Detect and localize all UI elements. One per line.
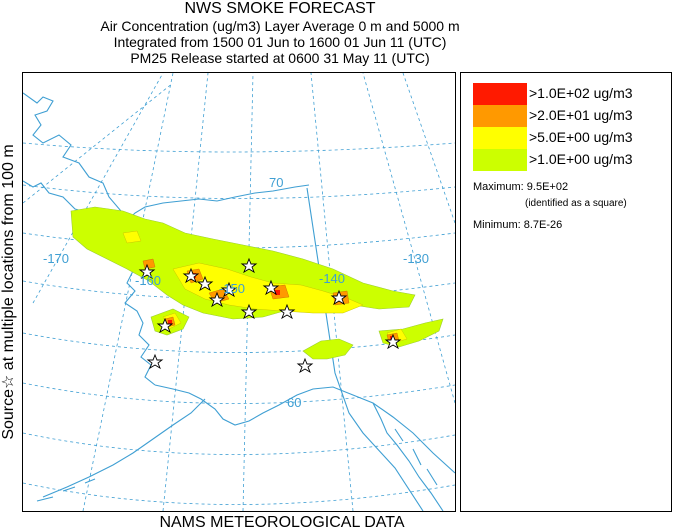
lon-line xyxy=(32,73,164,304)
integration-period: Integrated from 1500 01 Jun to 1600 01 J… xyxy=(113,34,447,50)
source-star-icon xyxy=(296,357,314,374)
lat-label-70: 70 xyxy=(269,175,283,190)
lat-line xyxy=(23,142,455,153)
concentration-subtitle: Air Concentration (ug/m3) Layer Average … xyxy=(100,18,460,34)
lon-label-150: -150 xyxy=(219,281,245,296)
lat-line xyxy=(23,432,455,455)
source-star-icon xyxy=(330,289,348,306)
legend-panel: >1.0E+02 ug/m3 >2.0E+01 ug/m3 >5.0E+00 u… xyxy=(460,72,672,512)
legend-swatch-20 xyxy=(473,105,527,127)
map-panel: 70 -170 -160 -150 -140 -130 60 xyxy=(22,72,456,512)
lat-line xyxy=(23,332,455,353)
lon-label-170: -170 xyxy=(43,251,69,266)
source-markers xyxy=(138,257,402,374)
source-star-icon xyxy=(384,333,402,350)
legend-item-5: >5.0E+00 ug/m3 xyxy=(473,127,663,149)
legend-label-1: >1.0E+00 ug/m3 xyxy=(529,151,633,167)
smoke-plume-kenai xyxy=(302,338,354,360)
legend-swatch-100 xyxy=(473,83,527,105)
source-star-icon xyxy=(220,281,238,298)
source-star-icon xyxy=(196,275,214,292)
source-star-icon xyxy=(278,303,296,320)
lon-line xyxy=(242,73,254,511)
legend-label-100: >1.0E+02 ug/m3 xyxy=(529,85,633,101)
lon-line xyxy=(362,73,455,404)
source-star-icon xyxy=(240,303,258,320)
lon-label-140: -140 xyxy=(319,271,345,286)
legend-item-100: >1.0E+02 ug/m3 xyxy=(473,83,663,105)
lat-line xyxy=(23,184,455,199)
legend-label-20: >2.0E+01 ug/m3 xyxy=(529,107,633,123)
minimum-value: Minimum: 8.7E-26 xyxy=(473,219,563,231)
source-side-label-text: Source☆ at multiple locations from 100 m xyxy=(0,144,17,440)
source-side-label: Source☆ at multiple locations from 100 m xyxy=(0,70,18,515)
smoke-plume-main xyxy=(70,206,416,320)
lat-line xyxy=(23,482,455,505)
source-star-icon xyxy=(156,317,174,334)
source-star-icon xyxy=(138,263,156,280)
coast-arctic xyxy=(122,184,310,226)
lat-label-60: 60 xyxy=(287,395,301,410)
legend-label-5: >5.0E+00 ug/m3 xyxy=(529,129,633,145)
legend-item-1: >1.0E+00 ug/m3 xyxy=(473,149,663,171)
maximum-note: (identified as a square) xyxy=(525,198,627,209)
smoke-red-spot xyxy=(275,290,280,295)
graticule-labels: 70 -170 -160 -150 -140 -130 60 xyxy=(43,175,429,410)
forecast-title: NWS SMOKE FORECAST xyxy=(184,0,376,17)
lat-line xyxy=(23,382,455,404)
lon-line xyxy=(310,73,354,511)
lat-line xyxy=(23,280,455,300)
source-star-icon xyxy=(182,267,200,284)
lon-line xyxy=(162,73,209,511)
legend-swatch-1 xyxy=(473,149,527,171)
lon-label-130: -130 xyxy=(403,251,429,266)
release-start: PM25 Release started at 0600 31 May 11 (… xyxy=(130,50,430,66)
lon-line xyxy=(82,73,174,511)
smoke-yellow-spot xyxy=(122,230,142,244)
coastline xyxy=(23,92,455,511)
smoke-map: 70 -170 -160 -150 -140 -130 60 xyxy=(23,73,455,511)
legend-item-20: >2.0E+01 ug/m3 xyxy=(473,105,663,127)
source-star-icon xyxy=(240,257,258,274)
lon-line xyxy=(402,73,455,224)
title-block: NWS SMOKE FORECAST Air Concentration (ug… xyxy=(20,0,540,66)
lon-label-160: -160 xyxy=(135,273,161,288)
met-data-footer: NAMS METEOROLOGICAL DATA xyxy=(159,514,405,531)
source-star-icon xyxy=(208,291,226,308)
smoke-orange-spot xyxy=(142,258,156,270)
coast-peninsula xyxy=(42,398,206,498)
maximum-value: Maximum: 9.5E+02 xyxy=(473,181,569,193)
source-star-icon xyxy=(262,279,280,296)
coast-panhandle xyxy=(372,402,444,511)
coast-chukotka xyxy=(23,92,136,236)
coast-aleutians xyxy=(36,478,96,502)
legend-swatch-5 xyxy=(473,127,527,149)
smoke-red-spot xyxy=(168,320,172,324)
source-star-icon xyxy=(146,353,164,370)
coast-islands xyxy=(394,428,438,486)
coast-gulf xyxy=(154,384,455,474)
lon-line xyxy=(23,82,174,204)
